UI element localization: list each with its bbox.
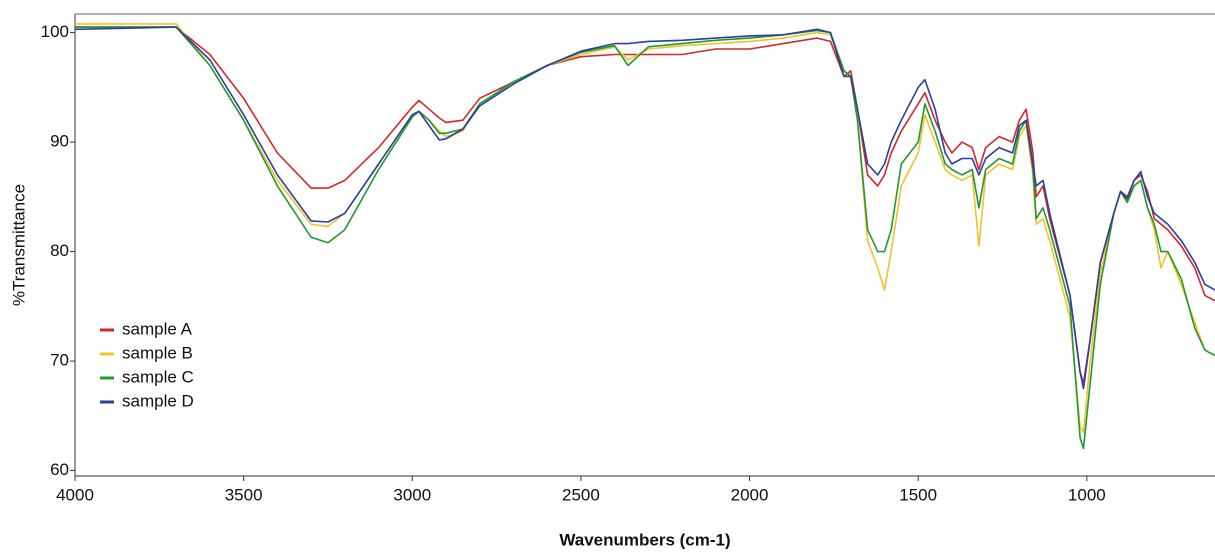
x-tick-label: 3500 — [225, 485, 263, 504]
y-axis-title: %Transmittance — [9, 184, 28, 306]
spectrum-line — [75, 26, 1215, 384]
spectrum-line — [74, 26, 1215, 390]
legend-label: sample B — [122, 343, 193, 362]
y-tick-label: 80 — [50, 241, 69, 260]
legend-label: sample C — [122, 367, 194, 386]
legend-label: sample A — [122, 319, 193, 338]
x-axis-title: Wavenumbers (cm-1) — [559, 530, 730, 549]
y-tick-label: 70 — [50, 351, 69, 370]
x-tick-label: 2000 — [731, 485, 769, 504]
x-tick-label: 2500 — [562, 485, 600, 504]
x-tick-label: 1000 — [1068, 485, 1106, 504]
y-tick-label: 100 — [41, 22, 69, 41]
x-tick-label: 1500 — [899, 485, 937, 504]
spectrum-line — [75, 23, 1215, 433]
x-tick-label: 3000 — [393, 485, 431, 504]
y-tick-label: 60 — [50, 460, 69, 479]
y-tick-label: 90 — [50, 132, 69, 151]
spectrum-line — [75, 26, 1215, 450]
x-tick-label: 4000 — [56, 485, 94, 504]
legend-label: sample D — [122, 391, 194, 410]
